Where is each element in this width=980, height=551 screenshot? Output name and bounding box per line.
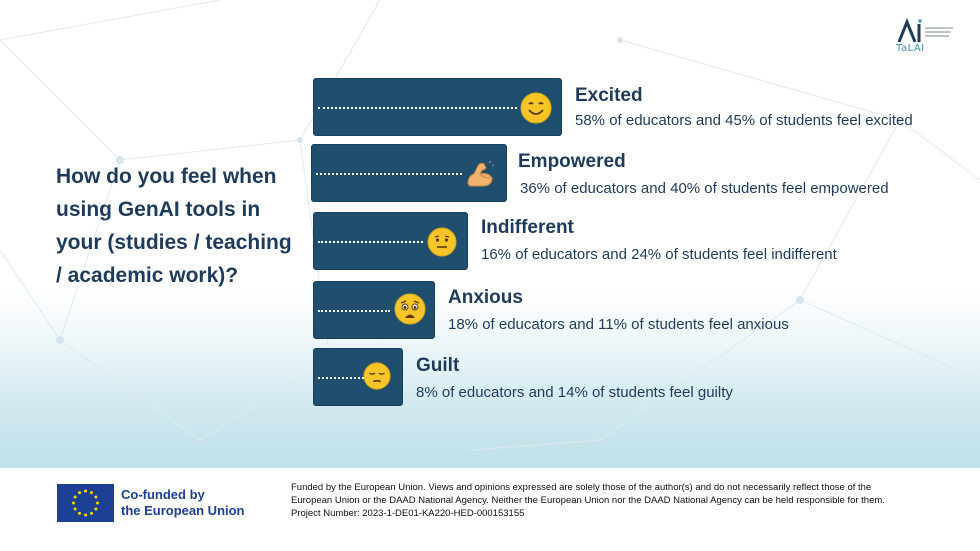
dotted-line	[318, 377, 364, 379]
eu-cofunded-text: Co-funded by the European Union	[121, 487, 245, 519]
feeling-bar-excited	[313, 78, 562, 136]
dotted-line	[318, 310, 390, 312]
feeling-bar-empowered	[311, 144, 507, 202]
feeling-label-anxious: Anxious	[448, 287, 523, 308]
dotted-line	[318, 107, 517, 109]
feeling-label-guilt: Guilt	[416, 355, 460, 376]
feeling-label-empowered: Empowered	[518, 151, 626, 172]
eu-line-2: the European Union	[121, 503, 245, 518]
dotted-line	[318, 241, 423, 243]
feeling-desc-anxious: 18% of educators and 11% of students fee…	[448, 316, 789, 333]
question-text: How do you feel when using GenAI tools i…	[56, 165, 292, 287]
disclaimer-line-2: European Union or the DAAD National Agen…	[291, 495, 885, 506]
feeling-desc-empowered: 36% of educators and 40% of students fee…	[520, 180, 889, 197]
dotted-line	[316, 173, 462, 175]
neutral-face-icon	[427, 227, 457, 257]
project-number: Project Number: 2023-1-DE01-KA220-HED-00…	[291, 508, 525, 519]
feeling-bar-indifferent	[313, 212, 468, 270]
eu-line-1: Co-funded by	[121, 487, 205, 502]
funding-disclaimer: Funded by the European Union. Views and …	[291, 481, 951, 520]
feeling-desc-excited: 58% of educators and 45% of students fee…	[575, 112, 913, 129]
disclaimer-line-1: Funded by the European Union. Views and …	[291, 482, 872, 493]
feeling-bar-guilt	[313, 348, 403, 406]
feeling-desc-guilt: 8% of educators and 14% of students feel…	[416, 384, 733, 401]
eu-flag-icon	[57, 484, 114, 522]
logo-text: TaLAI	[896, 43, 925, 54]
feeling-desc-indifferent: 16% of educators and 24% of students fee…	[481, 246, 837, 263]
smiling-face-icon	[520, 92, 552, 124]
footer	[0, 468, 980, 551]
feeling-label-indifferent: Indifferent	[481, 217, 574, 238]
anxious-face-icon	[394, 293, 426, 325]
flexed-biceps-icon	[467, 160, 495, 187]
feeling-label-excited: Excited	[575, 85, 643, 106]
pensive-face-icon	[363, 362, 391, 390]
feeling-bar-anxious	[313, 281, 435, 339]
ai-logo-icon	[897, 18, 953, 43]
